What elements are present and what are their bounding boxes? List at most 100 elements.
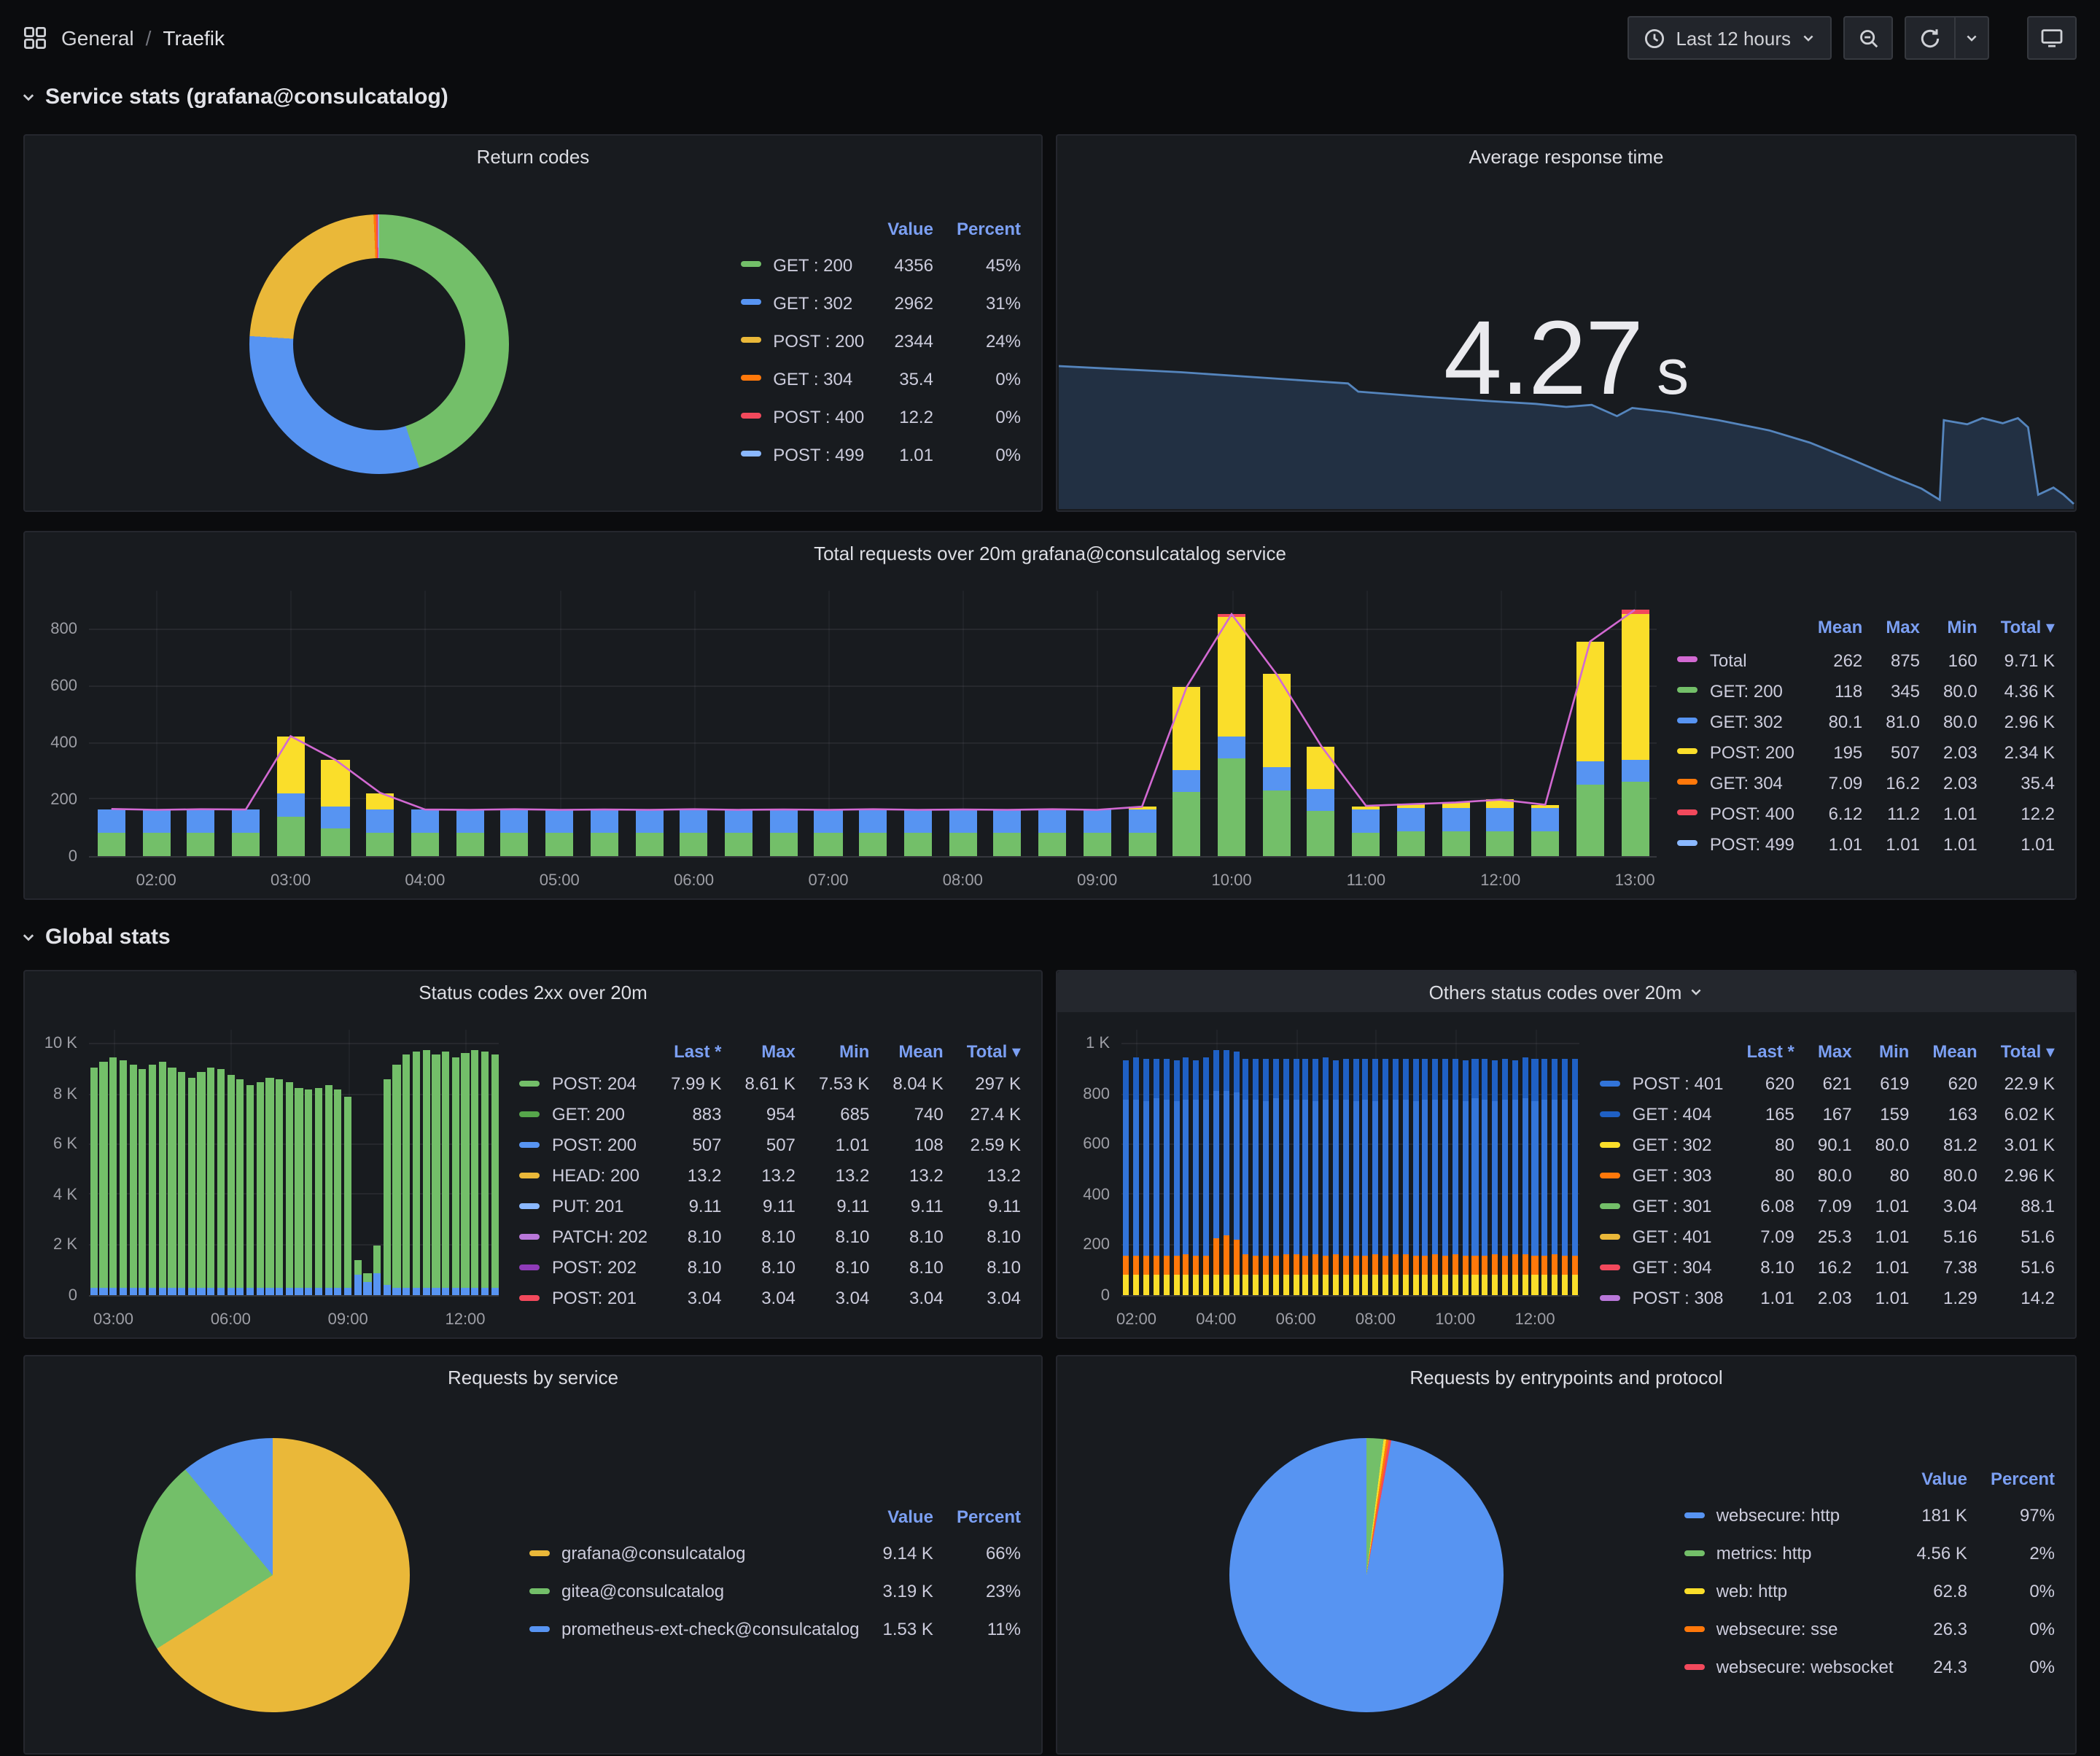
legend-series-name[interactable]: gitea@consulcatalog xyxy=(529,1572,860,1610)
legend-column-header[interactable]: Max xyxy=(1886,617,1920,637)
legend-column-header[interactable]: Max xyxy=(761,1041,796,1061)
legend-series-name[interactable]: POST: 400 xyxy=(1677,798,1794,828)
legend-series-name[interactable]: GET: 304 xyxy=(1677,767,1794,798)
legend-column-header[interactable]: Total ▾ xyxy=(2000,617,2055,637)
legend-column-header[interactable]: Value xyxy=(887,1507,933,1527)
panel-menu-chevron-icon[interactable] xyxy=(1689,984,1703,999)
zoom-out-button[interactable] xyxy=(1843,16,1893,60)
legend-series-name[interactable]: POST: 200 xyxy=(519,1130,648,1160)
legend-series-name[interactable]: PATCH: 202 xyxy=(519,1221,648,1252)
legend-series-name[interactable]: POST : 499 xyxy=(741,435,864,473)
legend-column-header[interactable]: Percent xyxy=(956,218,1021,238)
panel-header[interactable]: Requests by service xyxy=(25,1356,1041,1397)
bar-segment xyxy=(1531,1059,1539,1102)
legend-series-name[interactable]: POST : 401 xyxy=(1600,1068,1724,1099)
panel-header[interactable]: Status codes 2xx over 20m xyxy=(25,971,1041,1012)
legend-series-name[interactable]: GET : 200 xyxy=(741,246,864,284)
bar-segment xyxy=(392,1065,401,1288)
time-range-picker[interactable]: Last 12 hours xyxy=(1628,16,1832,60)
legend-series-name[interactable]: HEAD: 200 xyxy=(519,1160,648,1191)
legend-column-header[interactable]: Last * xyxy=(674,1041,722,1061)
panel-header[interactable]: Return codes xyxy=(25,136,1041,176)
bar-segment xyxy=(1312,1059,1319,1101)
legend-series-name[interactable]: POST: 201 xyxy=(519,1283,648,1313)
legend-series-name[interactable]: GET : 304 xyxy=(1600,1252,1724,1283)
legend-column-header[interactable]: Mean xyxy=(898,1041,944,1061)
bar xyxy=(354,1030,362,1295)
legend-series-name[interactable]: websecure: sse xyxy=(1684,1610,1894,1648)
panel-header[interactable]: Others status codes over 20m xyxy=(1057,971,2075,1012)
legend-series-name[interactable]: GET: 200 xyxy=(1677,675,1794,706)
section-header-service-stats[interactable]: Service stats (grafana@consulcatalog) xyxy=(20,79,448,114)
legend-column-header[interactable]: Mean xyxy=(1932,1041,1978,1061)
legend-column-header[interactable]: Last * xyxy=(1746,1041,1794,1061)
refresh-button[interactable] xyxy=(1905,16,1954,60)
legend-series-name[interactable]: POST : 200 xyxy=(741,322,864,360)
legend-series-name[interactable]: GET : 303 xyxy=(1600,1160,1724,1191)
panel-header[interactable]: Total requests over 20m grafana@consulca… xyxy=(25,532,2075,573)
legend-series-name[interactable]: websecure: websocket xyxy=(1684,1648,1894,1686)
panel-title: Others status codes over 20m xyxy=(1428,981,1682,1003)
panel-header[interactable]: Average response time xyxy=(1057,136,2075,176)
section-header-global-stats[interactable]: Global stats xyxy=(20,919,171,954)
legend-column-header[interactable]: Percent xyxy=(1990,1469,2055,1489)
return-codes-donut[interactable] xyxy=(249,214,509,473)
dashboards-grid-icon[interactable] xyxy=(23,26,47,50)
breadcrumb-traefik[interactable]: Traefik xyxy=(163,26,225,50)
refresh-interval-dropdown[interactable] xyxy=(1954,16,1989,60)
bar-segment xyxy=(1362,1275,1369,1295)
legend-column-header[interactable]: Value xyxy=(887,218,933,238)
legend-series-name[interactable]: GET: 302 xyxy=(1677,706,1794,737)
others-status-chart[interactable]: 0 200 400 600 800 1 K 02:00 04:00 06:00 08:00 10:… xyxy=(1066,1015,1592,1332)
legend-column-header[interactable]: Total ▾ xyxy=(966,1041,1021,1061)
legend-value-cell: 13.2 xyxy=(761,1165,796,1186)
bar xyxy=(392,1030,401,1295)
legend-series-name[interactable]: metrics: http xyxy=(1684,1534,1894,1572)
legend-series-name[interactable]: GET : 304 xyxy=(741,360,864,397)
bar xyxy=(1307,591,1335,856)
legend-column-header[interactable]: Percent xyxy=(956,1507,1021,1527)
plot-area[interactable] xyxy=(89,1030,499,1297)
legend-column-header[interactable]: Value xyxy=(1921,1469,1967,1489)
legend-series-name[interactable]: GET : 404 xyxy=(1600,1099,1724,1130)
legend-column-header[interactable]: Min xyxy=(1947,617,1978,637)
x-tick-label: 06:00 xyxy=(674,872,715,890)
legend-series-name[interactable]: GET : 302 xyxy=(741,284,864,322)
legend-series-name[interactable]: POST : 400 xyxy=(741,397,864,435)
legend-series-name[interactable]: POST: 204 xyxy=(519,1068,648,1099)
legend-series-name[interactable]: GET: 200 xyxy=(519,1099,648,1130)
tv-mode-button[interactable] xyxy=(2027,16,2077,60)
legend-series-name[interactable]: GET : 302 xyxy=(1600,1130,1724,1160)
requests-by-service-pie[interactable] xyxy=(135,1438,410,1712)
bar-segment xyxy=(441,1052,450,1288)
legend-column-header[interactable]: Min xyxy=(839,1041,870,1061)
total-requests-chart[interactable]: 0 200 400 600 800 02:00 03:00 04:00 05:00 06:00 0… xyxy=(34,576,1669,893)
bar xyxy=(903,591,932,856)
bar-segment xyxy=(1382,1099,1389,1256)
legend-series-name[interactable]: Total xyxy=(1677,645,1794,675)
legend-series-name[interactable]: GET : 401 xyxy=(1600,1221,1724,1252)
legend-series-name[interactable]: POST: 200 xyxy=(1677,737,1794,767)
legend-column-header[interactable]: Min xyxy=(1879,1041,1910,1061)
legend-column-header[interactable]: Mean xyxy=(1817,617,1863,637)
status-2xx-chart[interactable]: 0 2 K 4 K 6 K 8 K 10 K 03:00 06:00 09:00 12:00 xyxy=(34,1015,511,1332)
legend-value-cell: 13.2 xyxy=(835,1165,870,1186)
breadcrumb-general[interactable]: General xyxy=(61,26,134,50)
legend-series-name[interactable]: POST: 202 xyxy=(519,1252,648,1283)
legend-series-name[interactable]: websecure: http xyxy=(1684,1496,1894,1534)
legend-column-header[interactable]: Total ▾ xyxy=(2000,1041,2055,1061)
legend-series-name[interactable]: web: http xyxy=(1684,1572,1894,1610)
legend-series-name[interactable]: GET : 301 xyxy=(1600,1191,1724,1221)
bar-segment xyxy=(500,832,529,856)
legend-column-header[interactable]: Max xyxy=(1817,1041,1852,1061)
plot-area[interactable] xyxy=(1121,1030,1580,1297)
bar-segment xyxy=(1173,1060,1180,1101)
requests-by-entrypoints-pie[interactable] xyxy=(1229,1438,1504,1712)
legend-series-name[interactable]: POST: 499 xyxy=(1677,828,1794,859)
legend-series-name[interactable]: PUT: 201 xyxy=(519,1191,648,1221)
panel-header[interactable]: Requests by entrypoints and protocol xyxy=(1057,1356,2075,1397)
plot-area[interactable] xyxy=(89,591,1657,858)
legend-series-name[interactable]: grafana@consulcatalog xyxy=(529,1534,860,1572)
legend-series-name[interactable]: prometheus-ext-check@consulcatalog xyxy=(529,1610,860,1648)
legend-series-name[interactable]: POST : 308 xyxy=(1600,1283,1724,1313)
